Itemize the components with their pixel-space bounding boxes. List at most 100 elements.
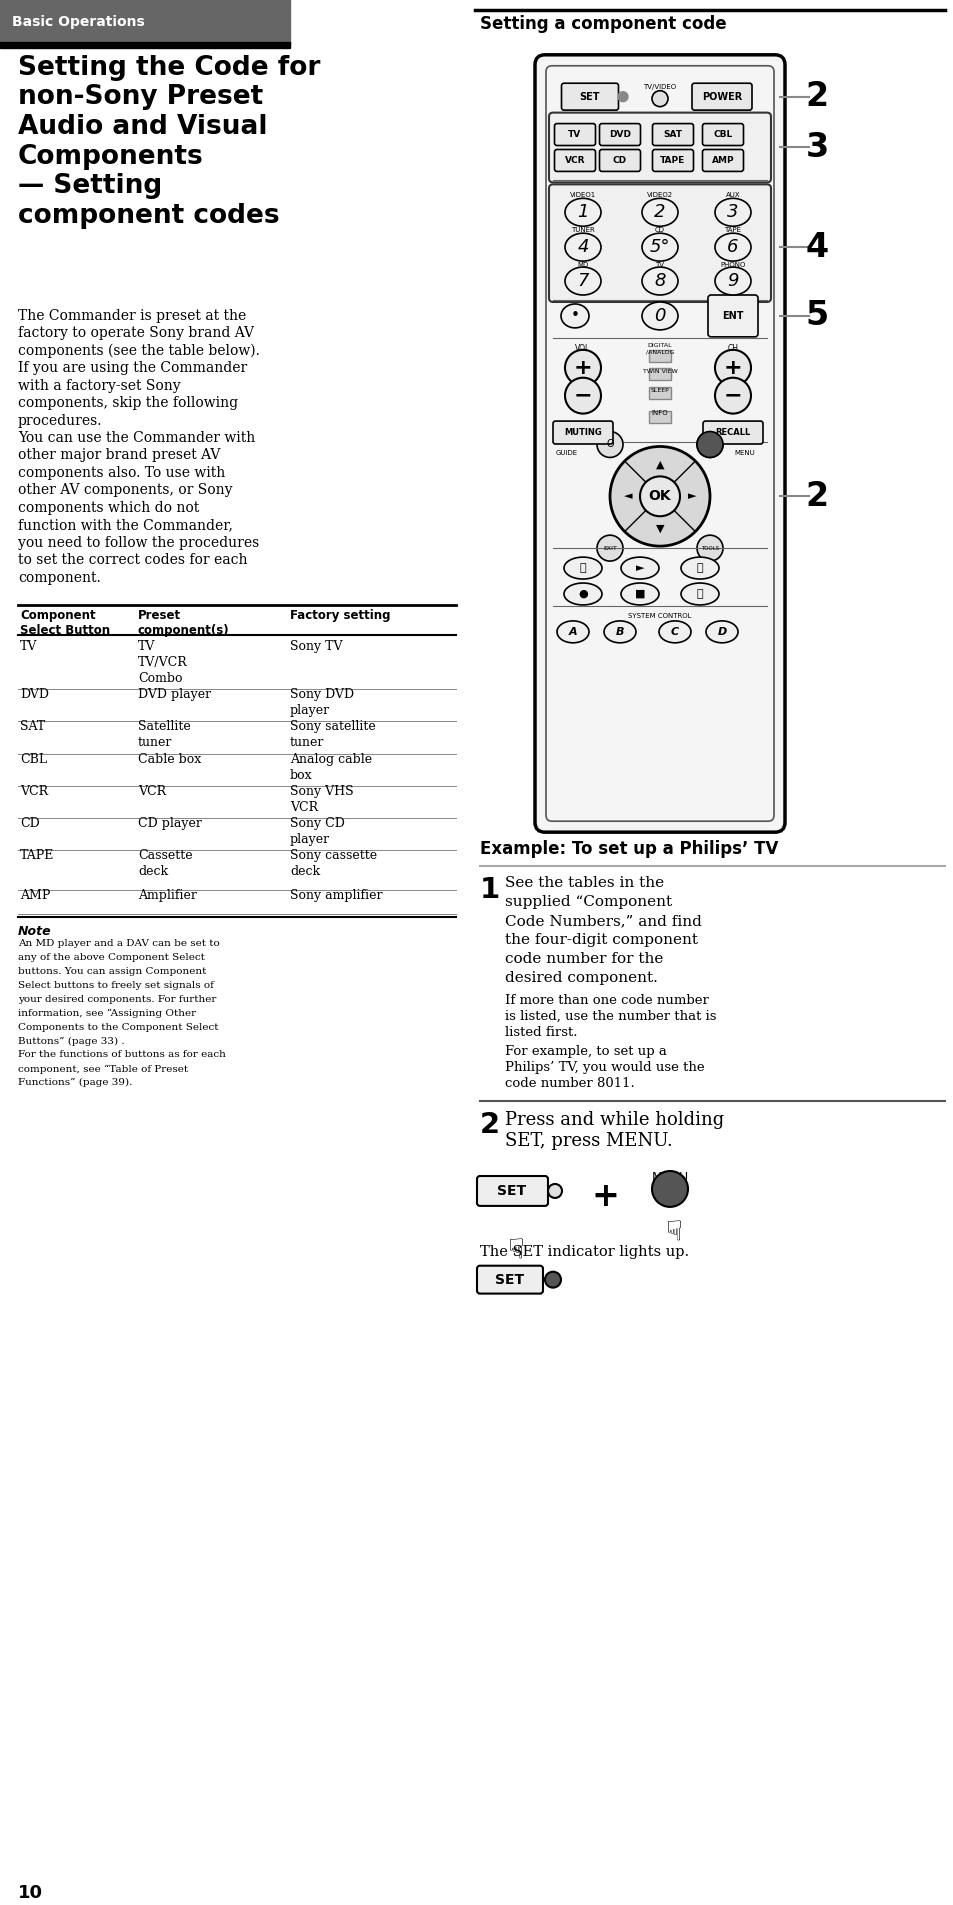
Text: desired component.: desired component. [504,972,658,985]
Bar [648,387,670,398]
Text: The SET indicator lights up.: The SET indicator lights up. [479,1244,688,1259]
Text: ■: ■ [634,589,644,598]
Text: 2: 2 [804,80,828,112]
Text: listed first.: listed first. [504,1025,577,1038]
Text: Select buttons to freely set signals of: Select buttons to freely set signals of [18,981,213,991]
Ellipse shape [560,305,588,328]
Text: AMP: AMP [20,890,51,901]
FancyBboxPatch shape [553,421,613,444]
Text: MENU: MENU [734,450,755,457]
Text: A: A [568,627,577,636]
Text: SET, press MENU.: SET, press MENU. [504,1132,672,1151]
Text: function with the Commander,: function with the Commander, [18,518,233,531]
Text: Analog cable
box: Analog cable box [290,754,372,783]
Text: Sony DVD
player: Sony DVD player [290,688,354,716]
Text: Cable box: Cable box [138,754,201,766]
Text: CH: CH [727,345,738,352]
Circle shape [714,377,750,413]
Text: Cassette
deck: Cassette deck [138,850,193,878]
Circle shape [597,535,622,562]
Text: EXIT: EXIT [602,545,617,551]
Text: is listed, use the number that is: is listed, use the number that is [504,1010,716,1023]
Text: DVD: DVD [608,130,630,139]
Text: GUIDE: GUIDE [556,450,578,457]
Text: CBL: CBL [20,754,47,766]
FancyBboxPatch shape [548,185,770,303]
Text: 7: 7 [577,272,588,290]
Text: Code Numbers,” and find: Code Numbers,” and find [504,914,701,928]
Circle shape [547,1185,561,1198]
Text: supplied “Component: supplied “Component [504,895,672,909]
Text: POWER: POWER [701,91,741,101]
Text: Sony satellite
tuner: Sony satellite tuner [290,720,375,749]
Text: ▼: ▼ [655,524,663,533]
FancyBboxPatch shape [554,149,595,171]
Text: information, see “Assigning Other: information, see “Assigning Other [18,1008,196,1017]
FancyBboxPatch shape [561,84,618,110]
Text: Sony cassette
deck: Sony cassette deck [290,850,376,878]
Text: other major brand preset AV: other major brand preset AV [18,448,220,463]
Text: TWIN VIEW: TWIN VIEW [642,370,677,373]
Text: 10: 10 [18,1884,43,1901]
Text: −: − [573,385,592,406]
Text: components also. To use with: components also. To use with [18,467,225,480]
Text: Functions” (page 39).: Functions” (page 39). [18,1078,132,1088]
FancyBboxPatch shape [652,149,693,171]
Ellipse shape [563,556,601,579]
Text: code number 8011.: code number 8011. [504,1078,634,1090]
Ellipse shape [659,621,690,642]
Text: TV/VIDEO: TV/VIDEO [642,84,676,90]
Text: ⏭: ⏭ [696,564,702,573]
Text: components, skip the following: components, skip the following [18,396,238,410]
FancyBboxPatch shape [476,1265,542,1293]
Text: factory to operate Sony brand AV: factory to operate Sony brand AV [18,326,253,341]
Text: +: + [591,1181,618,1213]
Text: buttons. You can assign Component: buttons. You can assign Component [18,966,206,975]
Text: Philips’ TV, you would use the: Philips’ TV, you would use the [504,1061,704,1074]
Text: TV: TV [20,640,37,653]
FancyBboxPatch shape [554,124,595,145]
Text: components which do not: components which do not [18,501,199,514]
Text: Basic Operations: Basic Operations [12,15,145,29]
Text: ►: ► [687,491,696,501]
Text: D: D [717,627,726,636]
Text: VCR: VCR [138,785,166,798]
Text: Note: Note [18,924,51,937]
Text: you need to follow the procedures: you need to follow the procedures [18,535,259,551]
Text: SET: SET [497,1183,526,1198]
Text: the four-digit component: the four-digit component [504,933,698,947]
Ellipse shape [641,267,678,295]
Text: DVD: DVD [652,301,667,307]
Text: ●: ● [578,589,587,598]
Ellipse shape [705,621,738,642]
Text: TOOLS: TOOLS [700,545,719,551]
Text: O: O [605,440,613,450]
Text: Factory setting: Factory setting [290,610,390,621]
Text: DIGITAL
/ANALOG: DIGITAL /ANALOG [645,343,674,354]
Text: 9: 9 [726,272,738,290]
Text: 3: 3 [726,204,738,221]
Circle shape [651,1172,687,1208]
Text: VCR: VCR [564,156,584,166]
Circle shape [714,351,750,385]
Text: 2: 2 [804,480,828,512]
Text: SET: SET [579,91,599,101]
Text: If you are using the Commander: If you are using the Commander [18,362,247,375]
Circle shape [697,535,722,562]
FancyBboxPatch shape [598,149,639,171]
Ellipse shape [641,303,678,330]
Text: Sony VHS
VCR: Sony VHS VCR [290,785,354,813]
Text: SLEEP: SLEEP [650,389,669,392]
Ellipse shape [641,232,678,261]
Text: TAPE: TAPE [20,850,54,863]
FancyBboxPatch shape [701,149,742,171]
FancyBboxPatch shape [701,124,742,145]
Text: Sony amplifier: Sony amplifier [290,890,382,901]
Text: 0: 0 [654,307,665,326]
Bar [0,42,290,48]
Text: See the tables in the: See the tables in the [504,876,663,890]
Text: 2: 2 [479,1111,499,1139]
Text: Amplifier: Amplifier [138,890,196,901]
Circle shape [697,432,722,457]
Text: TUNER: TUNER [571,227,595,232]
